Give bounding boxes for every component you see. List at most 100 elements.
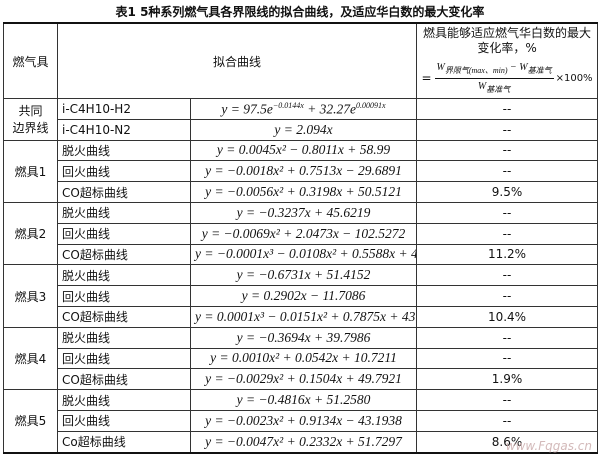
curve-name: 脱火曲线 xyxy=(62,268,111,283)
curve-name-cell: 脱火曲线 xyxy=(57,389,191,411)
curve-name: 脱火曲线 xyxy=(62,143,111,158)
table-row: Co超标曲线 y = −0.0047x² + 0.2332x + 51.7297 8… xyxy=(4,430,599,454)
text-part: + 32.27e xyxy=(303,101,357,117)
script-part: 0.00091x xyxy=(356,100,386,110)
group-name: 燃具5 xyxy=(14,414,47,429)
curve-name-cell: CO超标曲线 xyxy=(57,181,191,203)
curve-formula: y = −0.4816x + 51.2580 xyxy=(236,392,371,408)
rate-cell: -- xyxy=(416,409,599,432)
group-name: 燃具3 xyxy=(14,289,47,304)
header-cell: 燃气具 xyxy=(3,22,58,99)
curve-formula: y = −0.6731x + 51.4152 xyxy=(236,267,371,283)
rate-value: -- xyxy=(502,413,512,428)
formula-cell: y = 97.5e−0.0144x + 32.27e0.00091x xyxy=(189,98,418,120)
rate-value: -- xyxy=(502,226,512,241)
table-row: CO超标曲线 y = −0.0001x³ − 0.0108x² + 0.5588x… xyxy=(4,243,599,266)
table-row: 燃具3 脱火曲线 y = −0.6731x + 51.4152 -- xyxy=(3,264,599,328)
group-name: 燃具2 xyxy=(14,227,47,242)
group-name: 燃具4 xyxy=(14,351,47,366)
group-name: 共同 xyxy=(18,104,43,119)
rate-value: 10.4% xyxy=(487,309,527,324)
rate-cell: -- xyxy=(416,139,599,162)
table-row: CO超标曲线 y = −0.0029x² + 0.1504x + 49.7921 1… xyxy=(4,368,599,391)
curve-name-cell: i-C4H10-N2 xyxy=(57,118,191,141)
curve-name: 脱火曲线 xyxy=(62,393,111,408)
rate-cell: -- xyxy=(416,347,599,370)
formula-cell: y = −0.0001x³ − 0.0108x² + 0.5588x + 47.… xyxy=(189,243,418,266)
formula-cell: y = −0.4816x + 51.2580 xyxy=(189,389,418,411)
rate-value: -- xyxy=(502,268,512,283)
curve-formula: y = 0.2902x − 11.7086 xyxy=(241,288,366,304)
rate-value: 9.5% xyxy=(491,185,523,200)
group-name: 燃具1 xyxy=(14,164,47,179)
table-row: 燃具4 脱火曲线 y = −0.3694x + 39.7986 -- xyxy=(3,326,599,391)
curve-name: CO超标曲线 xyxy=(62,372,128,387)
header-rate: 燃具能够适应燃气华白数的最大变化率，% xyxy=(423,25,592,55)
curve-name-cell: CO超标曲线 xyxy=(57,368,191,391)
curve-name-cell: 回火曲线 xyxy=(57,285,191,307)
group-cell: 燃具2 xyxy=(3,201,58,266)
watermark: www.Fqgas.cn xyxy=(505,439,592,453)
rate-cell: -- xyxy=(416,160,599,183)
formula-cell: y = −0.0047x² + 0.2332x + 51.7297 xyxy=(189,430,418,454)
curve-formula: y = 2.094x xyxy=(274,121,333,137)
script-part: 基准气 xyxy=(486,84,511,94)
curve-formula: y = −0.3237x + 45.6219 xyxy=(236,204,371,220)
header-cell: 燃具能够适应燃气华白数的最大变化率，% = W界限气(max、min) − W基准气… xyxy=(416,22,599,99)
curve-name-cell: CO超标曲线 xyxy=(57,243,191,266)
script-part: 界限气(max、min) xyxy=(444,65,508,75)
table-row: 回火曲线 y = −0.0018x² + 0.7513x − 29.6891 -- xyxy=(4,160,599,183)
curve-name-cell: 回火曲线 xyxy=(57,222,191,245)
rate-cell: -- xyxy=(416,118,599,141)
curve-name: Co超标曲线 xyxy=(62,435,126,450)
curve-formula: y = 0.0001x³ − 0.0151x² + 0.7875x + 43.7… xyxy=(195,308,416,324)
table-row: 回火曲线 y = −0.0069x² + 2.0473x − 102.5272 -- xyxy=(4,222,599,245)
table-row: 共同 边界线 i-C4H10-H2 y = 97.5e−0.0144x + 32.27… xyxy=(3,98,599,141)
curve-name: 回火曲线 xyxy=(62,351,111,366)
rate-cell: 8.6% xyxy=(416,430,599,454)
curve-formula: y = −0.0023x² + 0.9134x − 43.1938 xyxy=(205,412,402,428)
formula-cell: y = −0.3694x + 39.7986 xyxy=(189,326,418,349)
group-cell: 燃具4 xyxy=(3,326,58,391)
table-title: 表1 5种系列燃气具各界限线的拟合曲线，及适应华白数的最大变化率 xyxy=(115,5,485,19)
curve-name-cell: 回火曲线 xyxy=(57,409,191,432)
curve-name: 回火曲线 xyxy=(62,227,111,242)
curve-name: i-C4H10-N2 xyxy=(62,122,131,137)
curve-formula: y = −0.0047x² + 0.2332x + 51.7297 xyxy=(205,433,402,449)
curve-name: i-C4H10-H2 xyxy=(62,101,131,116)
curve-name: 回火曲线 xyxy=(62,414,111,429)
curve-formula: y = −0.0018x² + 0.7513x − 29.6891 xyxy=(205,163,402,179)
group-cell: 燃具1 xyxy=(3,139,58,203)
group-cell: 共同 边界线 xyxy=(3,98,58,141)
group-cell: 燃具3 xyxy=(3,264,58,328)
curve-name: 脱火曲线 xyxy=(62,331,111,346)
curve-name-cell: CO超标曲线 xyxy=(57,305,191,328)
rate-cell: 9.5% xyxy=(416,181,599,203)
header-curve: 拟合曲线 xyxy=(213,54,262,69)
rate-value: 1.9% xyxy=(491,372,523,387)
formula-eq: = xyxy=(421,70,432,85)
header-row: 燃气具 拟合曲线 燃具能够适应燃气华白数的最大变化率，% = W界限气(max、min)… xyxy=(3,22,599,99)
formula-cell: y = −0.0069x² + 2.0473x − 102.5272 xyxy=(189,222,418,245)
table-row: 回火曲线 y = 0.2902x − 11.7086 -- xyxy=(4,285,599,307)
curve-name: CO超标曲线 xyxy=(62,310,128,325)
rate-cell: 1.9% xyxy=(416,368,599,391)
formula-cell: y = 0.0001x³ − 0.0151x² + 0.7875x + 43.7… xyxy=(189,305,418,328)
curve-formula: y = 0.0045x² − 0.8011x + 58.99 xyxy=(216,142,391,158)
rate-value: -- xyxy=(502,122,512,137)
formula-cell: y = −0.0018x² + 0.7513x − 29.6891 xyxy=(189,160,418,183)
rate-value: -- xyxy=(502,164,512,179)
curve-name-cell: 回火曲线 xyxy=(57,347,191,370)
curve-formula: y = −0.0001x³ − 0.0108x² + 0.5588x + 47.… xyxy=(195,246,416,262)
curve-name-cell: 脱火曲线 xyxy=(57,326,191,349)
curve-name-cell: 脱火曲线 xyxy=(57,201,191,224)
rate-value: -- xyxy=(502,205,512,220)
formula-fraction: W界限气(max、min) − W基准气 W基准气 xyxy=(434,60,554,97)
table-row: 回火曲线 y = 0.0010x² + 0.0542x + 10.7211 -- xyxy=(4,347,599,370)
table-row: i-C4H10-N2 y = 2.094x -- xyxy=(4,118,599,141)
formula-numerator: W界限气(max、min) − W基准气 xyxy=(434,60,554,79)
rate-cell: -- xyxy=(416,389,599,411)
rate-formula: = W界限气(max、min) − W基准气 W基准气 ×100% xyxy=(421,60,593,97)
data-table: 燃气具 拟合曲线 燃具能够适应燃气华白数的最大变化率，% = W界限气(max、min)… xyxy=(3,22,599,454)
